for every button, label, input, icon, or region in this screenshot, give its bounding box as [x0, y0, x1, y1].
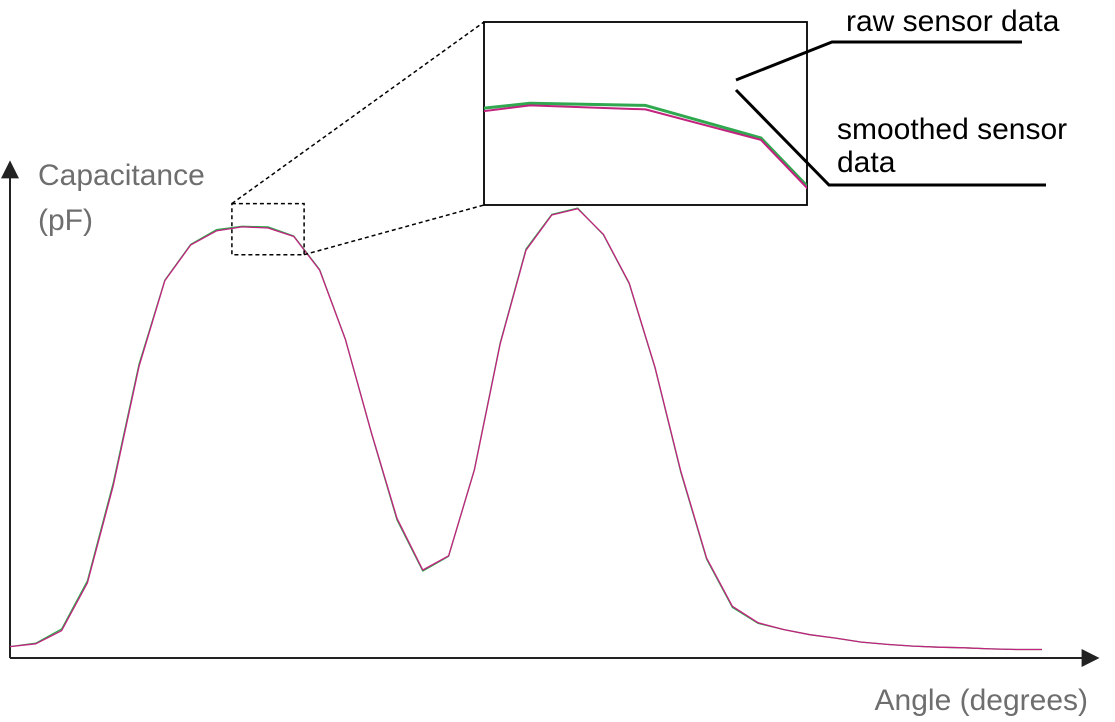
smoothed-sensor-label-line1: smoothed sensor — [837, 113, 1067, 146]
y-axis-label-line2: (pF) — [38, 204, 93, 237]
smoothed-sensor-label-line2: data — [837, 146, 896, 179]
main-plot-series — [9, 207, 1042, 651]
raw-sensor-label: raw sensor data — [846, 5, 1060, 38]
raw-callout-leader — [735, 40, 1022, 82]
inset-series-line-smoothed — [484, 104, 807, 190]
x-axis-label: Angle (degrees) — [875, 684, 1088, 717]
series-line-smoothed — [9, 208, 1042, 651]
zoom-region-box — [231, 202, 305, 256]
zoom-connector-bottom — [303, 204, 485, 256]
smoothed-callout-leader — [734, 88, 1046, 187]
y-axis-label-line1: Capacitance — [38, 159, 205, 192]
inset-series-line-raw — [484, 101, 807, 189]
inset-panel-frame — [483, 21, 808, 206]
inset-series — [484, 101, 807, 190]
zoom-connector-top — [231, 21, 485, 205]
series-line-raw — [9, 207, 1042, 651]
